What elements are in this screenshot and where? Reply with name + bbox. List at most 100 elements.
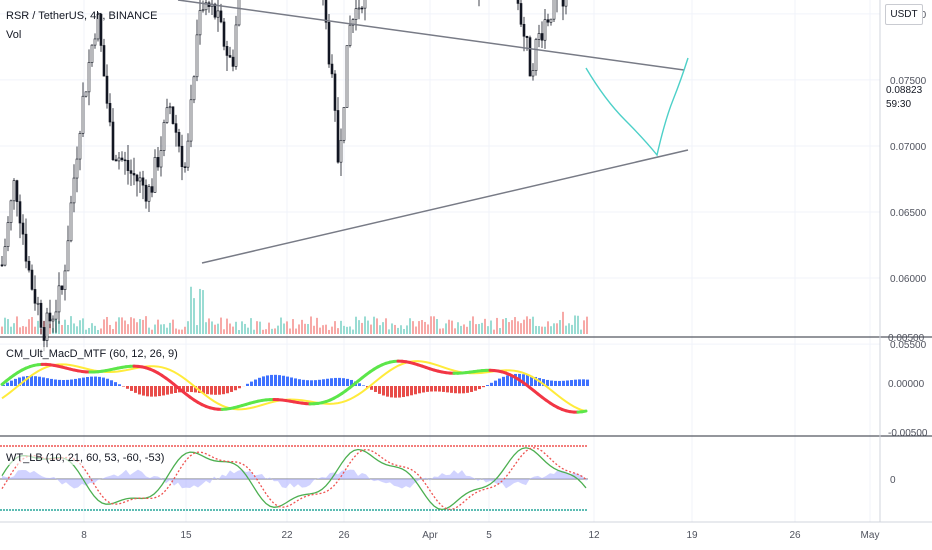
volume-bar bbox=[337, 328, 339, 334]
volume-bar bbox=[259, 321, 261, 334]
candle-body bbox=[192, 76, 196, 101]
volume-bar bbox=[448, 319, 450, 334]
macd-legend[interactable]: CM_Ult_MacD_MTF (60, 12, 26, 9) bbox=[6, 347, 178, 361]
volume-bar bbox=[490, 320, 492, 334]
volume-bar bbox=[280, 317, 282, 334]
volume-bar bbox=[58, 321, 60, 334]
macd-histogram-bar bbox=[430, 386, 433, 392]
volume-bar bbox=[502, 319, 504, 334]
candle-body bbox=[324, 0, 328, 23]
macd-histogram-bar bbox=[54, 379, 57, 386]
volume-bar bbox=[304, 323, 306, 334]
candle-body bbox=[186, 140, 190, 168]
candle-body bbox=[339, 139, 343, 163]
volume-bar bbox=[175, 328, 177, 334]
volume-bar bbox=[451, 320, 453, 334]
macd-histogram-bar bbox=[294, 378, 297, 386]
ascending-trendline[interactable] bbox=[201, 149, 689, 264]
volume-bar bbox=[163, 324, 165, 334]
macd-histogram-bar bbox=[246, 383, 249, 386]
volume-bar bbox=[145, 316, 147, 334]
volume-bar bbox=[373, 316, 375, 334]
macd-histogram-bar bbox=[86, 376, 89, 386]
candle-body bbox=[552, 0, 556, 20]
candle-body bbox=[537, 33, 541, 40]
candle-body bbox=[60, 285, 64, 290]
macd-histogram-bar bbox=[238, 386, 241, 389]
wt-histogram-area bbox=[2, 469, 588, 489]
macd-histogram-bar bbox=[42, 377, 45, 386]
wt-tick-label: 0 bbox=[890, 475, 896, 486]
descending-trendline[interactable] bbox=[177, 0, 685, 71]
volume-bar bbox=[469, 320, 471, 334]
macd-histogram-bar bbox=[570, 380, 573, 386]
macd-histogram-bar bbox=[282, 375, 285, 386]
macd-histogram-bar bbox=[462, 386, 465, 394]
macd-histogram-bar bbox=[290, 377, 293, 386]
candle-body bbox=[72, 177, 76, 204]
macd-histogram-bar bbox=[418, 386, 421, 394]
candle-body bbox=[357, 7, 361, 10]
macd-histogram-bar bbox=[74, 378, 77, 386]
volume-bar bbox=[580, 329, 582, 334]
symbol-legend[interactable]: RSR / TetherUS, 4h, BINANCE bbox=[6, 10, 158, 22]
macd-histogram-bar bbox=[6, 382, 9, 386]
price-tick-label: 0.06500 bbox=[890, 208, 927, 219]
macd-histogram-bar bbox=[310, 380, 313, 386]
volume-bar bbox=[19, 327, 21, 334]
volume-bar bbox=[22, 326, 24, 334]
candle-body bbox=[189, 99, 193, 142]
volume-bar bbox=[139, 319, 141, 334]
volume-bar bbox=[436, 318, 438, 334]
macd-histogram-bar bbox=[514, 373, 517, 386]
macd-histogram-bar bbox=[34, 376, 37, 386]
macd-histogram-bar bbox=[390, 386, 393, 398]
candle-body bbox=[231, 56, 235, 67]
volume-bar bbox=[406, 325, 408, 334]
volume-bar bbox=[394, 324, 396, 334]
macd-histogram-bar bbox=[266, 375, 269, 386]
candle-body bbox=[168, 106, 172, 109]
projected-path[interactable] bbox=[585, 57, 689, 157]
macd-histogram-bar bbox=[506, 375, 509, 386]
wavetrend-pane bbox=[0, 445, 588, 511]
time-tick-label: 8 bbox=[81, 530, 87, 541]
volume-legend[interactable]: Vol bbox=[6, 29, 22, 41]
candle-body bbox=[123, 159, 127, 162]
candle-body bbox=[141, 177, 145, 186]
currency-button[interactable]: USDT bbox=[885, 4, 923, 25]
time-tick-label: 15 bbox=[180, 530, 192, 541]
volume-bar bbox=[523, 319, 525, 334]
chart-grid bbox=[0, 0, 932, 523]
macd-histogram-bar bbox=[134, 386, 137, 393]
time-axis[interactable]: 8 15 22 26 Apr 5 12 19 26 May bbox=[81, 530, 879, 541]
macd-histogram-bar bbox=[2, 384, 5, 386]
macd-histogram-bar bbox=[202, 386, 205, 394]
candle-body bbox=[525, 35, 529, 38]
candle-body bbox=[147, 186, 151, 202]
volume-bar bbox=[16, 316, 18, 334]
volume-bar bbox=[352, 329, 354, 334]
macd-histogram-bar bbox=[94, 376, 97, 386]
volume-bar bbox=[487, 326, 489, 334]
volume-bar bbox=[112, 329, 114, 334]
macd-histogram-bar bbox=[118, 384, 121, 386]
candle-body bbox=[99, 13, 103, 46]
wt-legend[interactable]: WT_LB (10, 21, 60, 53, -60, -53) bbox=[6, 451, 165, 465]
macd-histogram-bar bbox=[530, 375, 533, 386]
candle-body bbox=[225, 46, 229, 56]
time-tick-label: May bbox=[861, 530, 880, 541]
volume-bar bbox=[412, 321, 414, 334]
macd-signal-line bbox=[1, 360, 587, 413]
price-scale[interactable]: 0.055000.060000.065000.070000.075000.080… bbox=[881, 0, 932, 486]
candle-body bbox=[519, 3, 523, 25]
volume-bar bbox=[535, 325, 537, 334]
countdown-label: 59:30 bbox=[886, 99, 912, 110]
candle-body bbox=[333, 73, 337, 111]
volume-bar bbox=[466, 326, 468, 334]
candle-body bbox=[216, 10, 220, 18]
macd-histogram-bar bbox=[114, 382, 117, 386]
volume-bar bbox=[478, 323, 480, 334]
macd-histogram-bar bbox=[534, 376, 537, 386]
